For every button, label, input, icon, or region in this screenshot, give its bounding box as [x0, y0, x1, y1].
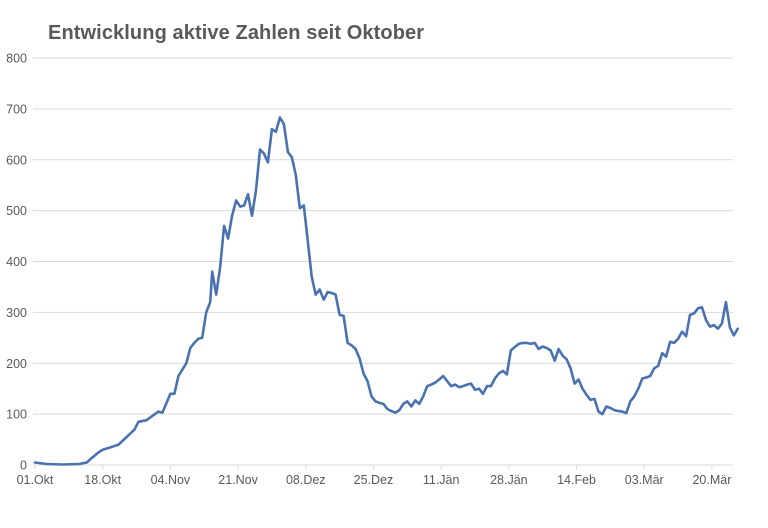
- gridlines: [33, 57, 733, 466]
- x-tick-label: 04.Nov: [151, 473, 191, 487]
- y-tick-label: 100: [6, 408, 27, 422]
- y-tick-label: 200: [6, 357, 27, 371]
- x-tick-label: 01.Okt: [17, 473, 54, 487]
- x-tick-label: 18.Okt: [84, 473, 121, 487]
- y-tick-label: 0: [20, 459, 27, 473]
- x-axis-ticks: 01.Okt 18.Okt 04.Nov 21.Nov 08.Dez 25.Dez 11.J…: [17, 465, 731, 487]
- y-tick-label: 800: [6, 52, 27, 66]
- data-line: [33, 116, 740, 466]
- x-tick-label: 14.Feb: [557, 473, 596, 487]
- y-tick-label: 300: [6, 306, 27, 320]
- x-tick-label: 08.Dez: [286, 473, 326, 487]
- x-tick-label: 25.Dez: [354, 473, 394, 487]
- y-tick-label: 700: [6, 102, 27, 116]
- y-tick-label: 600: [6, 153, 27, 167]
- y-axis-ticks: 0 100 200 300 400 500 600 700 800: [6, 52, 27, 473]
- x-tick-label: 21.Nov: [218, 473, 258, 487]
- y-tick-label: 500: [6, 204, 27, 218]
- x-tick-label: 28.Jän: [490, 473, 528, 487]
- x-tick-label: 11.Jän: [423, 473, 460, 487]
- x-tick-label: 20.Mär: [692, 473, 731, 487]
- y-tick-label: 400: [6, 255, 27, 269]
- chart-title: Entwicklung aktive Zahlen seit Oktober: [48, 22, 425, 44]
- x-tick-label: 03.Mär: [625, 473, 664, 487]
